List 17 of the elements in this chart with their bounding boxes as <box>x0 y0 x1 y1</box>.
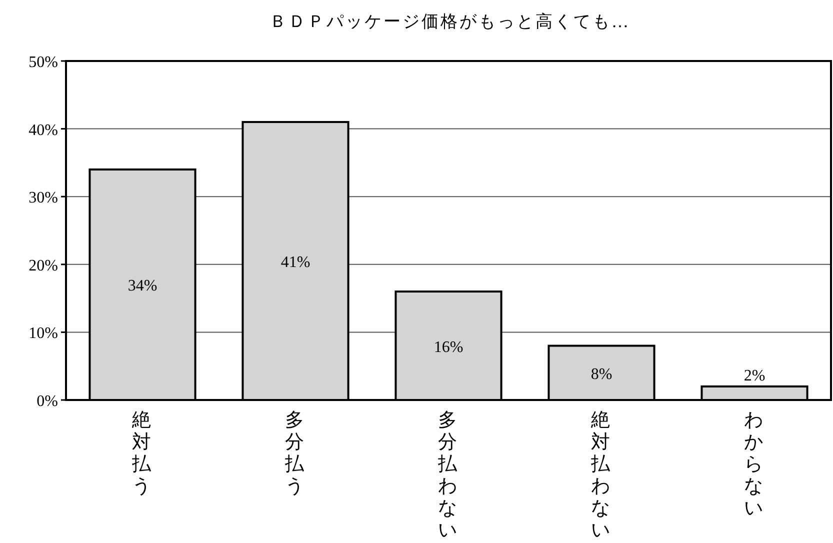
y-tick-label: 50% <box>28 54 58 71</box>
y-tick-label: 20% <box>28 257 58 274</box>
data-label: 16% <box>434 338 464 356</box>
x-tick-label: わからない <box>744 410 764 520</box>
y-tick-label: 30% <box>28 190 58 207</box>
x-tick-label: 絶対払う <box>132 410 152 498</box>
y-tick-label: 0% <box>36 393 58 410</box>
data-label: 2% <box>744 367 766 384</box>
x-tick-label: 多分払わない <box>438 410 458 542</box>
x-tick-label: 多分払う <box>284 410 304 498</box>
data-label: 8% <box>590 366 612 383</box>
chart-title: ＢＤＰパッケージ価格がもっと高くても… <box>270 11 630 33</box>
y-tick-label: 10% <box>28 325 58 342</box>
data-label: 34% <box>128 278 158 295</box>
data-label: 41% <box>280 254 310 272</box>
x-tick-label: 絶対払わない <box>590 410 610 542</box>
y-tick-label: 40% <box>28 122 58 139</box>
